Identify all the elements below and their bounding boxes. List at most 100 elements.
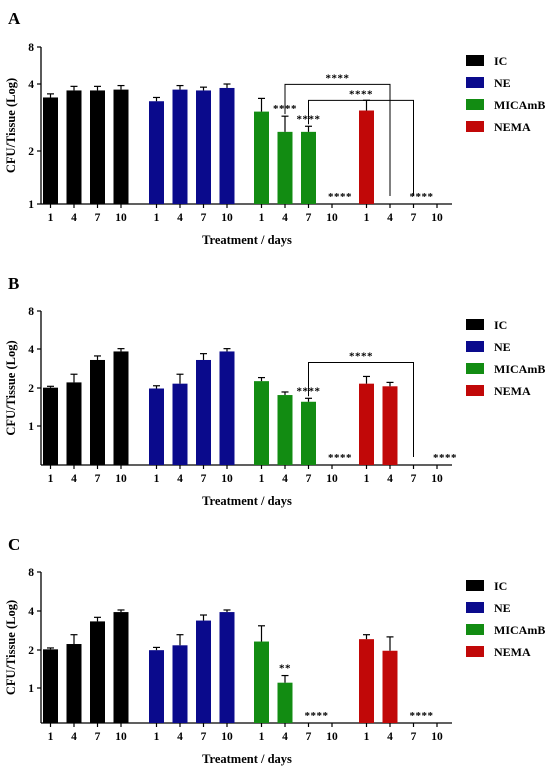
x-tick-label: 10 <box>115 731 127 743</box>
significance-label: **** <box>328 191 352 203</box>
panel-label: A <box>8 9 21 28</box>
y-tick-label: 1 <box>28 683 34 695</box>
legend-label-ic: IC <box>494 318 507 332</box>
legend-swatch-nema <box>466 646 484 657</box>
x-tick-label: 7 <box>201 473 207 485</box>
chart-panel-a: A 1 2 4 8 CFU/Tissue (Log) 1 4 7 10 1 4 7 10 1 4 7 10 1 4 7 1… <box>4 9 545 247</box>
bar-micamb-day-4 <box>277 131 293 204</box>
bar-ic-day-7 <box>90 90 105 204</box>
y-axis-title: CFU/Tissue (Log) <box>4 78 18 173</box>
x-tick-label: 1 <box>154 473 160 485</box>
x-tick-label: 7 <box>306 473 312 485</box>
significance-label: **** <box>305 710 329 722</box>
bar-ic-day-1 <box>43 97 58 204</box>
bar-ic-day-1 <box>43 387 58 465</box>
x-tick-label: 1 <box>364 473 370 485</box>
bar-ic-day-10 <box>113 612 129 723</box>
significance-label: **** <box>349 88 373 100</box>
legend-label-micamb: MICAmB <box>494 362 545 376</box>
x-tick-label: 4 <box>71 212 77 224</box>
bar-ne-day-1 <box>149 388 164 465</box>
legend-label-nema: NEMA <box>494 645 531 659</box>
x-tick-label: 10 <box>431 731 443 743</box>
bar-ne-day-7 <box>196 90 211 204</box>
x-tick-label: 7 <box>411 212 417 224</box>
legend-swatch-micamb <box>466 624 484 635</box>
x-tick-label: 7 <box>95 212 101 224</box>
significance-bracket <box>284 83 391 196</box>
y-tick-label: 4 <box>28 606 34 618</box>
legend-label-micamb: MICAmB <box>494 623 545 637</box>
bar-nema-day-1 <box>359 639 374 723</box>
x-tick-label: 1 <box>154 212 160 224</box>
legend-label-nema: NEMA <box>494 120 531 134</box>
x-tick-label: 7 <box>95 473 101 485</box>
bar-ic-day-4 <box>66 90 82 204</box>
bar-ne-day-10 <box>219 612 235 723</box>
x-axis-title: Treatment / days <box>202 752 292 766</box>
x-tick-label: 4 <box>282 473 288 485</box>
bar-nema-day-1 <box>359 383 374 465</box>
x-tick-label: 1 <box>48 212 54 224</box>
x-tick-label: 4 <box>71 731 77 743</box>
x-tick-label: 4 <box>177 731 183 743</box>
x-axis-title: Treatment / days <box>202 233 292 247</box>
bar-ic-day-10 <box>113 351 129 465</box>
bar-ne-day-4 <box>172 383 188 465</box>
legend-swatch-ne <box>466 77 484 88</box>
y-tick-label: 2 <box>28 645 34 657</box>
x-tick-label: 4 <box>387 731 393 743</box>
legend-label-ne: NE <box>494 76 511 90</box>
x-tick-label: 4 <box>177 473 183 485</box>
chart-panel-c: C 1 2 4 8 CFU/Tissue (Log) 1 4 7 10 1 4 7 10 1 4 7 10 1 4 7 1… <box>4 535 545 766</box>
bar-ic-day-10 <box>113 89 129 204</box>
x-tick-label: 1 <box>259 731 265 743</box>
bar-ic-day-7 <box>90 359 105 465</box>
x-tick-label: 10 <box>221 473 233 485</box>
bar-ne-day-7 <box>196 620 211 723</box>
legend-swatch-ne <box>466 341 484 352</box>
y-tick-label: 1 <box>28 199 34 211</box>
bar-ne-day-10 <box>219 87 235 204</box>
legend-label-ic: IC <box>494 579 507 593</box>
y-tick-label: 2 <box>28 146 34 158</box>
x-tick-label: 4 <box>387 212 393 224</box>
x-tick-label: 7 <box>306 731 312 743</box>
x-tick-label: 1 <box>154 731 160 743</box>
bar-ne-day-4 <box>172 89 188 204</box>
x-tick-label: 1 <box>259 473 265 485</box>
x-tick-label: 4 <box>177 212 183 224</box>
x-tick-label: 1 <box>364 731 370 743</box>
y-tick-label: 8 <box>28 306 34 318</box>
legend-swatch-ic <box>466 319 484 330</box>
legend-label-micamb: MICAmB <box>494 98 545 112</box>
y-axis-title: CFU/Tissue (Log) <box>4 600 18 695</box>
x-tick-label: 10 <box>115 212 127 224</box>
significance-label: **** <box>433 452 457 464</box>
x-tick-label: 4 <box>387 473 393 485</box>
x-tick-label: 7 <box>95 731 101 743</box>
bar-ic-day-7 <box>90 621 105 723</box>
x-tick-label: 1 <box>259 212 265 224</box>
bar-ne-day-1 <box>149 650 164 723</box>
significance-label: ** <box>279 663 291 675</box>
significance-bracket <box>308 361 414 457</box>
x-tick-label: 10 <box>326 473 338 485</box>
panel-label: B <box>8 274 19 293</box>
x-tick-label: 1 <box>48 731 54 743</box>
y-tick-label: 1 <box>28 421 34 433</box>
bar-ic-day-4 <box>66 382 82 465</box>
significance-label: **** <box>326 72 350 84</box>
bar-micamb-day-4 <box>277 395 293 465</box>
x-tick-label: 4 <box>71 473 77 485</box>
x-tick-label: 7 <box>306 212 312 224</box>
x-tick-label: 7 <box>411 731 417 743</box>
chart-panel-b: B 1 2 4 8 CFU/Tissue (Log) 1 4 7 10 1 4 7 10 1 4 7 10 1 4 7 1… <box>4 274 545 508</box>
legend-label-ic: IC <box>494 54 507 68</box>
bar-ic-day-1 <box>43 649 58 723</box>
legend-label-ne: NE <box>494 340 511 354</box>
legend-label-ne: NE <box>494 601 511 615</box>
legend-swatch-micamb <box>466 99 484 110</box>
bar-micamb-day-4 <box>277 682 293 723</box>
panel-label: C <box>8 535 20 554</box>
